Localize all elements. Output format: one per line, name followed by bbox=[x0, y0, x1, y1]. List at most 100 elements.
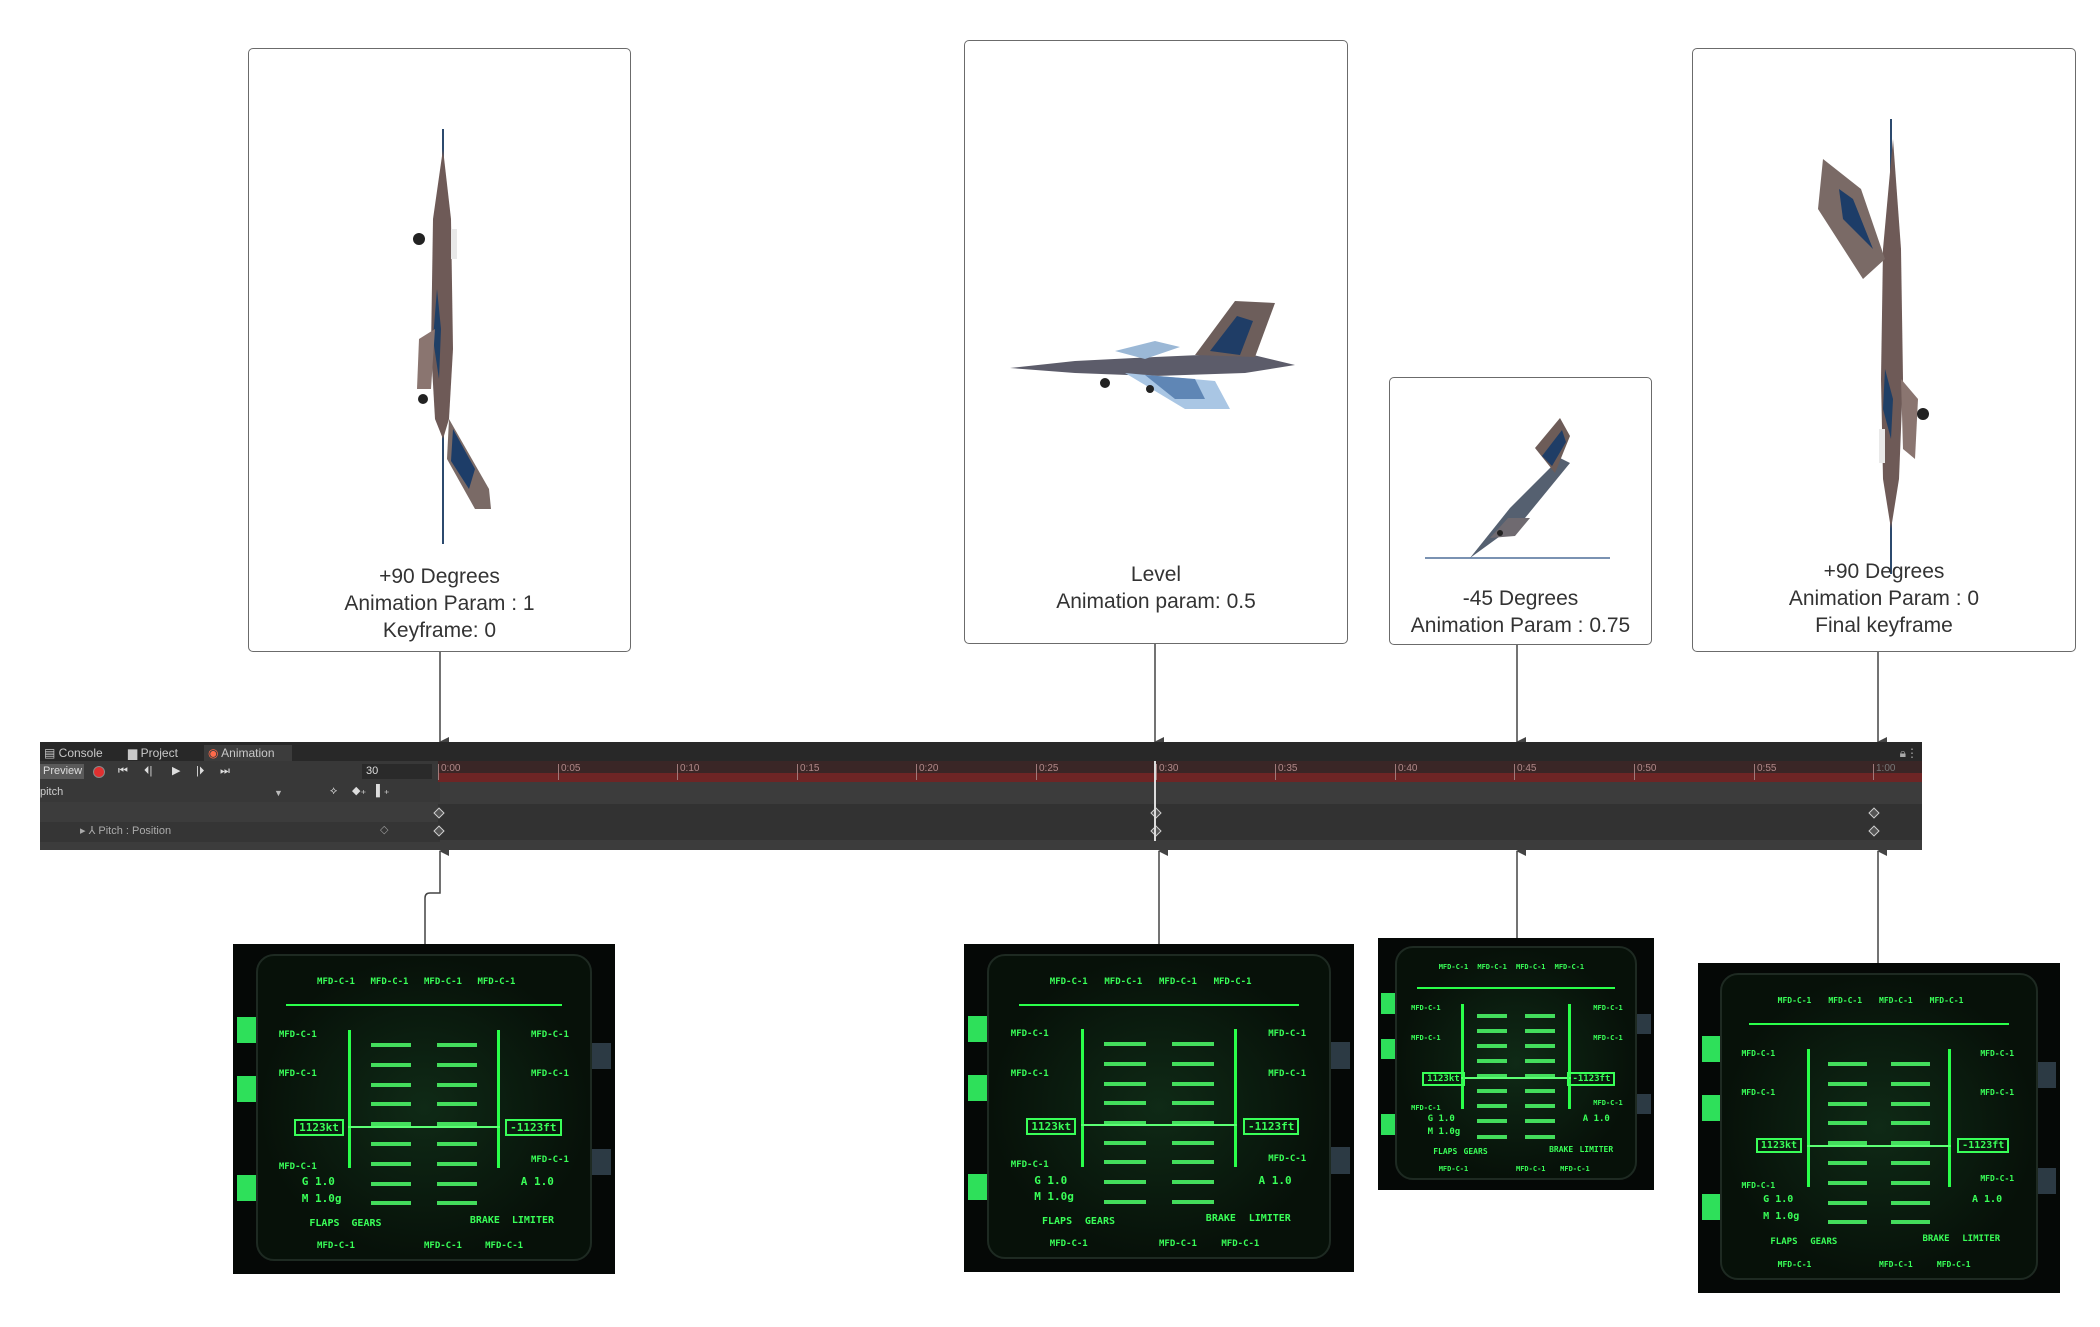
last-key-icon[interactable]: ⏭ bbox=[220, 765, 230, 777]
next-key-icon[interactable]: |⏵ bbox=[196, 765, 205, 777]
add-event-icon[interactable]: ◆₊ bbox=[352, 785, 367, 797]
caption-line-1: +90 Degrees bbox=[1823, 560, 1945, 583]
hud-gears: GEARS bbox=[1810, 1236, 1838, 1247]
hud-a-readout: A 1.0 bbox=[1971, 1194, 2003, 1205]
property-label[interactable]: ▸ ⅄ Pitch : Position bbox=[80, 825, 172, 837]
caption-line-3: Final keyframe bbox=[1815, 614, 1953, 637]
hud-screenshot-3: MFD-C-1 MFD-C-1 MFD-C-1 MFD-C-1 MFD-C-1 MFD-C… bbox=[1378, 938, 1654, 1190]
hud-mfd-label: MFD-C-1 bbox=[1213, 976, 1252, 987]
hud-pitch-ladder-line bbox=[370, 1062, 478, 1068]
hud-pitch-ladder-line bbox=[1477, 1058, 1555, 1064]
hud-side-block bbox=[1380, 993, 1395, 1014]
hud-mfd-label: MFD-C-1 bbox=[370, 977, 409, 987]
pose-card-level: Level Animation param: 0.5 bbox=[964, 40, 1348, 644]
tab-animation[interactable]: ◉ Animation bbox=[204, 745, 292, 761]
hud-altitude-box: -1123ft bbox=[1243, 1117, 1300, 1135]
hud-side-block bbox=[236, 1076, 256, 1103]
hud-g-readout: G 1.0 bbox=[1763, 1194, 1794, 1205]
hud-side-block bbox=[1380, 1114, 1395, 1135]
hud-g-readout: G 1.0 bbox=[301, 1175, 335, 1188]
chevron-down-icon[interactable]: ▼ bbox=[274, 788, 283, 798]
hud-mfd-label: MFD-C-1 bbox=[1879, 1260, 1913, 1269]
jet-pitch-up-image bbox=[413, 129, 491, 544]
hud-pitch-ladder-line bbox=[1104, 1160, 1214, 1165]
hud-mfd-label: MFD-C-1 bbox=[1268, 1153, 1307, 1164]
hud-mfd-label: MFD-C-1 bbox=[1936, 1260, 1971, 1269]
ruler-tick-label: 0:00 bbox=[438, 764, 460, 780]
first-key-icon[interactable]: ⏮ bbox=[118, 765, 128, 777]
hud-altitude-tape bbox=[1568, 1003, 1572, 1110]
hud-mfd-label: MFD-C-1 bbox=[1560, 1164, 1590, 1173]
hud-mfd-label: MFD-C-1 bbox=[1104, 976, 1143, 987]
pose-card-minus45: -45 Degrees Animation Param : 0.75 bbox=[1389, 377, 1652, 645]
jet-pitch-up-final-image bbox=[1818, 119, 1929, 574]
hud-mfd-label: MFD-C-1 bbox=[1593, 1099, 1623, 1108]
hud-side-block bbox=[592, 1043, 612, 1070]
record-button[interactable] bbox=[93, 766, 105, 778]
tab-console[interactable]: ▤ Console bbox=[44, 746, 103, 760]
caption-line-1: +90 Degrees bbox=[379, 565, 500, 588]
hud-side-block bbox=[967, 1075, 988, 1102]
hud-pitch-ladder-line bbox=[370, 1122, 478, 1127]
hud-pitch-ladder-line bbox=[1828, 1062, 1931, 1067]
hud-m-readout: M 1.0g bbox=[1427, 1127, 1461, 1137]
hud-heading-scale bbox=[1018, 990, 1300, 1006]
hud-pitch-ladder-line bbox=[1477, 1074, 1555, 1079]
property-track bbox=[438, 822, 1922, 840]
caption-line-2: Animation param: 0.5 bbox=[1056, 590, 1256, 613]
hud-side-block bbox=[236, 1016, 256, 1043]
hud-brake: BRAKE bbox=[1549, 1144, 1574, 1154]
previous-key-icon[interactable]: ⏴| bbox=[144, 765, 153, 777]
hud-mfd-label: MFD-C-1 bbox=[1980, 1048, 2015, 1058]
add-keyframe-icon[interactable]: ⟡ bbox=[330, 785, 338, 797]
add-marker-icon[interactable]: ▌₊ bbox=[376, 785, 390, 797]
tab-animation-label: Animation bbox=[221, 746, 275, 760]
tab-project[interactable]: ▆ Project bbox=[128, 746, 178, 760]
hud-m-readout: M 1.0g bbox=[1763, 1210, 1800, 1222]
property-key-icon[interactable]: ◇ bbox=[380, 824, 389, 836]
hud-a-readout: A 1.0 bbox=[1582, 1114, 1610, 1125]
hud-pitch-ladder-line bbox=[1828, 1121, 1931, 1126]
hud-mfd-label: MFD-C-1 bbox=[477, 977, 516, 987]
hud-horizon-line bbox=[347, 1125, 501, 1128]
arrow-hud1 bbox=[424, 846, 449, 944]
time-ruler[interactable]: 0:00 0:05 0:10 0:15 0:20 0:25 0:30 0:35 0:40 0:45… bbox=[438, 761, 1922, 782]
caption-line-1: Level bbox=[1130, 563, 1182, 586]
hud-brake: BRAKE bbox=[1205, 1212, 1236, 1224]
hud-mfd-label: MFD-C-1 bbox=[278, 1029, 317, 1040]
hud-pitch-ladder-line bbox=[1104, 1062, 1214, 1067]
ruler-tick-label: 0:15 bbox=[797, 764, 819, 780]
hud-altitude-box: -1123ft bbox=[1567, 1071, 1616, 1086]
hud-pitch-ladder-line bbox=[1828, 1220, 1931, 1225]
hud-mfd-label: MFD-C-1 bbox=[1828, 996, 1863, 1005]
hud-altitude-tape bbox=[1948, 1048, 1952, 1188]
lock-icon[interactable]: 🔒︎⋮ bbox=[1899, 746, 1918, 760]
play-icon[interactable]: ▶ bbox=[172, 765, 181, 777]
hud-pitch-ladder-line bbox=[1477, 1043, 1555, 1049]
hud-flaps: FLAPS bbox=[1433, 1147, 1458, 1157]
hud-pitch-ladder-line bbox=[1477, 1104, 1555, 1109]
editor-tab-strip: ▤ Console ▆ Project ◉ Animation 🔒︎⋮ bbox=[40, 742, 1922, 761]
hud-side-block bbox=[1637, 1094, 1652, 1115]
hud-mfd-label: MFD-C-1 bbox=[1438, 963, 1469, 972]
hud-pitch-ladder-line bbox=[1477, 1119, 1555, 1124]
hud-pitch-ladder-line bbox=[1477, 1013, 1555, 1019]
hud-screenshot-4: MFD-C-1 MFD-C-1 MFD-C-1 MFD-C-1 MFD-C-1 MFD-C… bbox=[1698, 963, 2060, 1293]
hud-pitch-ladder-line bbox=[370, 1201, 478, 1206]
preview-button[interactable]: Preview bbox=[40, 764, 84, 779]
hud-speed-box: 1123kt bbox=[1026, 1117, 1077, 1135]
frame-input[interactable]: 30 bbox=[362, 764, 432, 779]
ruler-tick-label: 0:25 bbox=[1036, 764, 1058, 780]
hud-altitude-tape bbox=[1234, 1029, 1237, 1168]
summary-track bbox=[438, 804, 1922, 822]
hud-side-block bbox=[1380, 1038, 1395, 1059]
hud-mfd-label: MFD-C-1 bbox=[1477, 963, 1507, 972]
hud-mfd-label: MFD-C-1 bbox=[1777, 1260, 1812, 1269]
hud-gears: GEARS bbox=[1084, 1216, 1115, 1228]
hud-side-block bbox=[1330, 1147, 1351, 1174]
hud-mfd-label: MFD-C-1 bbox=[1268, 1068, 1307, 1079]
clip-dropdown[interactable]: pitch bbox=[40, 786, 64, 798]
hud-speed-tape bbox=[1460, 1003, 1464, 1110]
playhead[interactable] bbox=[1154, 761, 1156, 841]
pose-card-plus90-start: +90 Degrees Animation Param : 1 Keyframe… bbox=[248, 48, 631, 652]
